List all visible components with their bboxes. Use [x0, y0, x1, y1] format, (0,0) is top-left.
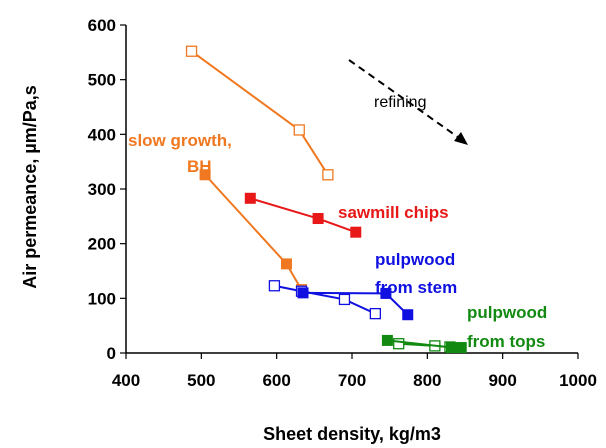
y-tick-label: 0	[107, 344, 116, 363]
arrow-label: refining	[374, 94, 426, 111]
x-tick-label: 600	[262, 371, 290, 390]
data-point	[244, 192, 256, 204]
data-point	[268, 280, 281, 292]
series-stem_filled	[297, 287, 414, 321]
series-annotation: pulpwood	[467, 303, 547, 322]
series-line	[274, 284, 376, 315]
series-annotation: from tops	[467, 332, 545, 351]
arrow-head	[454, 132, 468, 145]
series-slow_filled	[199, 169, 308, 296]
series-annotation: slow growth,	[128, 131, 232, 150]
y-tick-label: 300	[88, 180, 116, 199]
series-line	[190, 50, 329, 176]
series-annotation: sawmill chips	[338, 203, 449, 222]
data-point	[312, 213, 324, 225]
series-annotation: BH	[187, 157, 212, 176]
x-tick-label: 1000	[559, 371, 597, 390]
data-point	[280, 258, 292, 270]
y-tick-label: 400	[88, 125, 116, 144]
series-annotation: pulpwood	[375, 250, 455, 269]
data-point	[293, 124, 305, 136]
data-point	[369, 307, 382, 320]
data-point	[297, 287, 309, 299]
data-point	[199, 169, 211, 181]
x-tick-label: 500	[187, 371, 215, 390]
x-tick-label: 400	[112, 371, 140, 390]
refining-arrow: refining	[348, 59, 468, 145]
data-point	[338, 293, 351, 306]
y-axis-label: Air permeance, µm/Pa,s	[20, 85, 40, 288]
series-annotation: from stem	[375, 278, 457, 297]
y-tick-label: 500	[88, 71, 116, 90]
series-slow_open	[185, 45, 334, 181]
y-tick-label: 100	[88, 289, 116, 308]
y-tick-label: 200	[88, 235, 116, 254]
x-tick-label: 700	[338, 371, 366, 390]
annotation-layer: slow growth, BH sawmill chips pulpwood from …	[128, 131, 547, 351]
series-sawmill	[244, 192, 362, 238]
series-line	[204, 174, 303, 291]
data-point	[322, 169, 334, 181]
data-point	[402, 309, 414, 321]
y-tick-label: 600	[88, 16, 116, 35]
data-point	[381, 334, 393, 346]
data-point	[393, 338, 405, 350]
x-tick-label: 800	[413, 371, 441, 390]
series-layer	[185, 45, 467, 354]
data-point	[185, 45, 198, 57]
data-point	[455, 342, 467, 354]
axes: 0 100 200 300 400 500 600 400 500 600 700 800 900 100…	[88, 16, 597, 390]
data-point	[380, 287, 392, 299]
series-tops_filled	[381, 334, 467, 354]
x-axis-label: Sheet density, kg/m3	[263, 424, 441, 444]
data-point	[445, 342, 457, 354]
x-tick-label: 900	[488, 371, 516, 390]
data-point	[350, 226, 362, 238]
series-stem_open	[268, 280, 382, 320]
